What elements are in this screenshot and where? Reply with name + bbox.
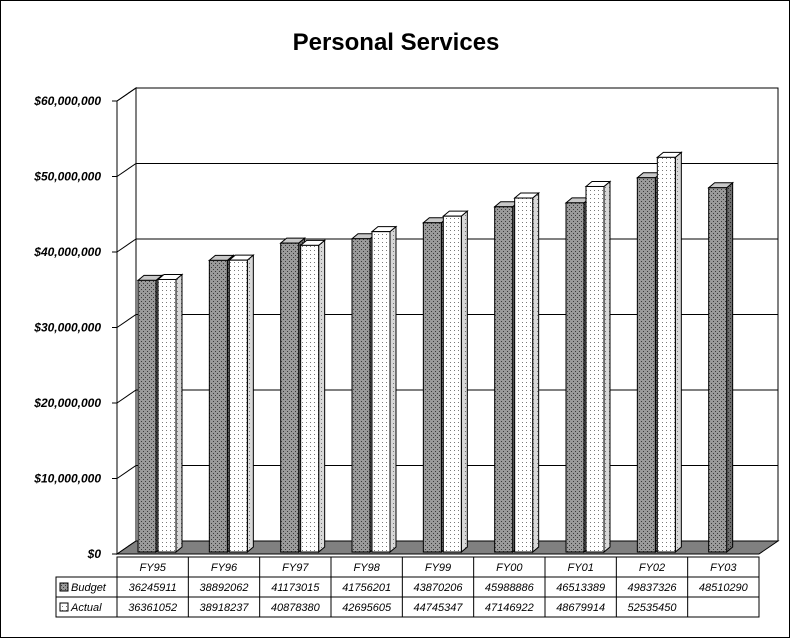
budget-bar: [707, 181, 735, 554]
data-table-row-label: Actual: [70, 602, 102, 614]
bar-side: [603, 180, 611, 554]
bar-front: [442, 215, 462, 553]
data-table-cell: 42695605: [342, 602, 392, 614]
bar-front: [494, 206, 514, 553]
bar-front: [228, 259, 248, 553]
x-category-label: FY03: [710, 562, 737, 574]
data-table-cell: 46513389: [556, 582, 605, 594]
gridline: [116, 465, 778, 479]
bar-front: [157, 278, 177, 553]
y-axis: $0 $10,000,000 $20,000,000 $30,000,000 $40,0…: [33, 94, 118, 561]
data-table-row-label: Budget: [71, 582, 107, 594]
bar-side: [389, 225, 397, 554]
bar-side: [175, 273, 183, 554]
data-table-cell: 40878380: [271, 602, 321, 614]
bar-front: [137, 279, 157, 553]
bar-front: [565, 202, 585, 553]
bar-side: [246, 254, 254, 554]
data-table-cell: 49837326: [628, 582, 678, 594]
bar-side: [318, 239, 326, 554]
x-category-label: FY99: [425, 562, 451, 574]
data-table-cell: 36361052: [128, 602, 177, 614]
y-tick-label: $20,000,000: [33, 396, 101, 410]
data-table-cell: 36245911: [129, 582, 177, 594]
gridline: [116, 87, 778, 102]
data-table-cell: 41173015: [271, 582, 320, 594]
bar-side: [460, 210, 468, 554]
y-tick-label: $40,000,000: [33, 245, 101, 259]
actual-bar: [655, 151, 683, 554]
bar-front: [708, 187, 728, 553]
y-tick-label: $10,000,000: [33, 472, 101, 486]
x-category-label: FY97: [282, 562, 309, 574]
y-tick-label: $0: [87, 547, 102, 561]
data-table-cell: 48679914: [556, 602, 605, 614]
gridline: [116, 238, 778, 253]
bar-front: [636, 177, 656, 553]
bar-front: [656, 156, 676, 553]
actual-bar: [513, 191, 541, 554]
actual-bar: [299, 239, 327, 554]
x-category-label: FY98: [354, 562, 381, 574]
data-table-cell: 45988886: [485, 582, 535, 594]
data-table-cell: 38918237: [200, 602, 250, 614]
y-tick-label: $30,000,000: [33, 321, 101, 335]
chart-title: Personal Services: [293, 29, 500, 56]
x-category-label: FY01: [568, 562, 594, 574]
actual-bar: [370, 225, 398, 554]
data-table-cell: 38892062: [200, 582, 249, 594]
bar-side: [726, 181, 734, 554]
bar-front: [208, 259, 228, 553]
actual-bar: [441, 210, 469, 554]
actual-bar: [227, 254, 255, 554]
bar-side: [674, 151, 682, 554]
actual-bar: [584, 180, 612, 554]
gridline: [116, 389, 778, 404]
x-category-label: FY00: [496, 562, 523, 574]
data-table-cell: 47146922: [485, 602, 534, 614]
data-table-values-border: [116, 556, 760, 618]
bar-front: [422, 222, 442, 553]
actual-legend-key: [59, 602, 69, 612]
data-table-cell: 52535450: [628, 602, 678, 614]
y-tick-label: $50,000,000: [33, 170, 101, 184]
gridlines: [116, 87, 778, 479]
bars: [136, 151, 735, 554]
bar-front: [585, 185, 605, 553]
x-category-label: FY02: [639, 562, 665, 574]
bar-front: [300, 244, 320, 553]
data-table-cell: 43870206: [414, 582, 464, 594]
data-table-cell: 41756201: [342, 582, 391, 594]
gridline: [116, 163, 778, 177]
bar-front: [280, 242, 300, 553]
y-tick-label: $60,000,000: [33, 94, 101, 108]
x-category-label: FY95: [140, 562, 167, 574]
bar-front: [514, 197, 534, 553]
gridline: [116, 314, 778, 328]
data-table-cell: 48510290: [699, 582, 749, 594]
budget-legend-key: [59, 582, 69, 592]
data-table: FY95 FY96 FY97 FY98 FY99 FY00 FY01 FY02 FY03 Budg…: [55, 556, 760, 618]
bar-front: [351, 238, 371, 553]
data-table-cell: 44745347: [414, 602, 464, 614]
bar-front: [371, 231, 391, 553]
bar-side: [532, 191, 540, 554]
actual-bar: [156, 273, 184, 554]
x-category-label: FY96: [211, 562, 238, 574]
